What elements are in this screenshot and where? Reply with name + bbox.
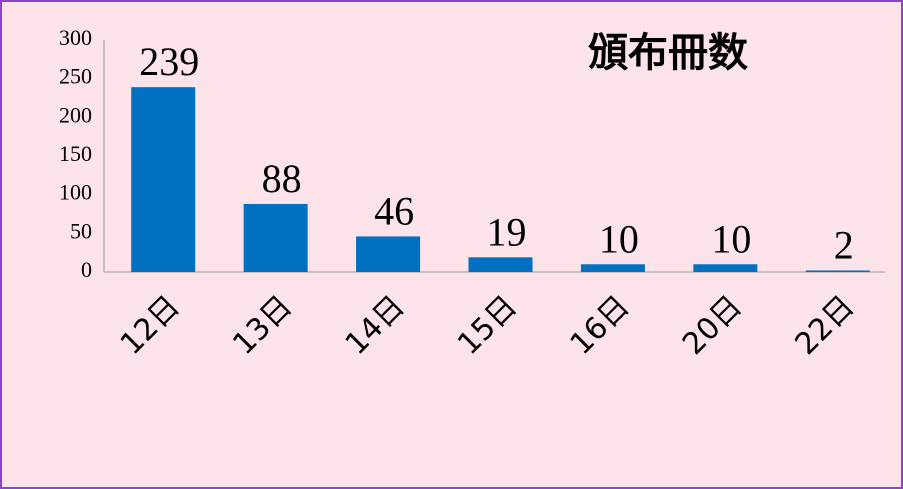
y-tick-label: 250 [59, 64, 92, 89]
data-label: 239 [139, 39, 199, 84]
bar [468, 257, 533, 272]
data-label: 10 [711, 216, 751, 261]
bar [243, 203, 308, 272]
y-tick-label: 0 [81, 257, 92, 282]
bar [805, 270, 870, 272]
bar [356, 236, 421, 272]
y-tick-label: 150 [59, 141, 92, 166]
data-label: 88 [262, 156, 302, 201]
data-label: 2 [834, 222, 854, 267]
data-label: 10 [599, 216, 639, 261]
y-tick-label: 300 [59, 25, 92, 50]
y-tick-label: 100 [59, 180, 92, 205]
bar [580, 264, 645, 272]
y-tick-label: 50 [70, 218, 92, 243]
chart-title: 頒布冊数 [588, 30, 748, 76]
data-label: 19 [487, 209, 527, 254]
y-tick-label: 200 [59, 102, 92, 127]
data-label: 46 [374, 188, 414, 233]
bar [131, 87, 196, 272]
bar [693, 264, 758, 272]
